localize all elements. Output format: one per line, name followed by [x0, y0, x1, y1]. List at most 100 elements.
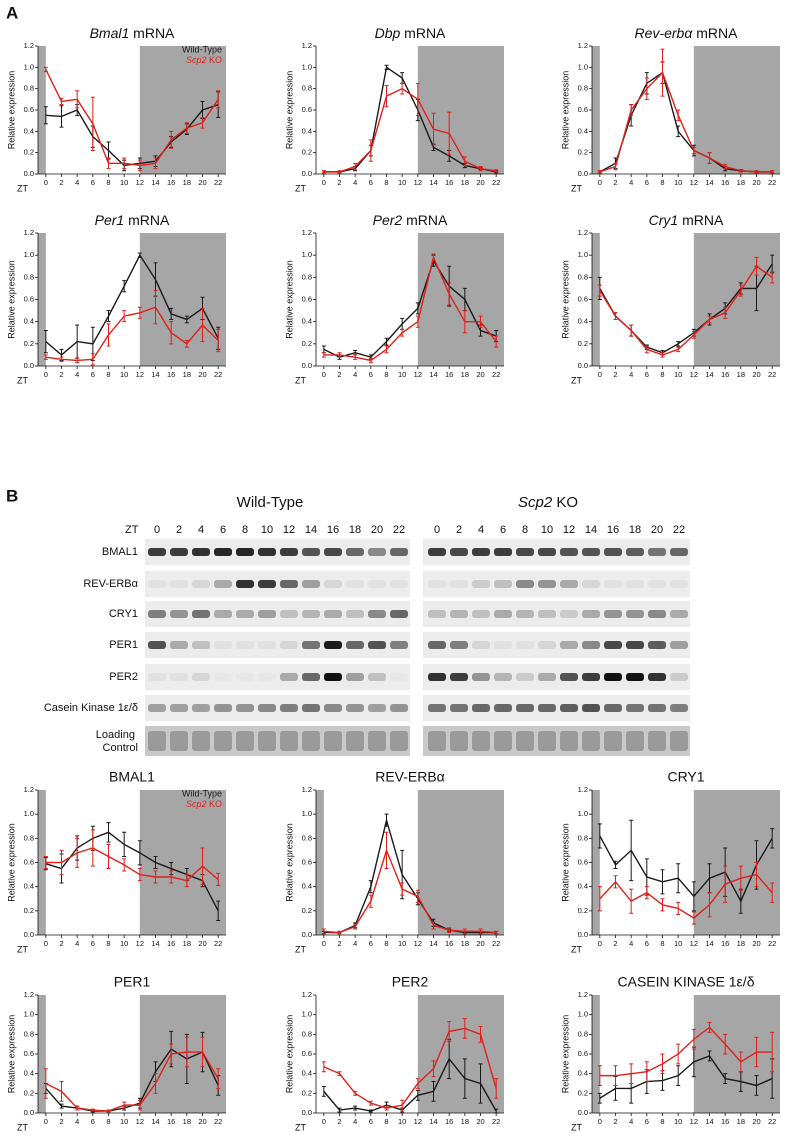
x-tick-label: 14 [429, 370, 437, 379]
blot-band [648, 548, 666, 556]
blot-band [428, 641, 446, 649]
error-bar [59, 105, 64, 128]
blot-band [214, 673, 232, 681]
blot-strip [145, 695, 410, 721]
error-bar [738, 284, 743, 297]
y-tick-label: 1.0 [24, 809, 34, 818]
error-bar [462, 1058, 467, 1099]
y-tick-label: 0.0 [302, 169, 312, 178]
error-bar [431, 112, 436, 146]
blot-band [302, 580, 320, 588]
error-bar [59, 1103, 64, 1109]
x-tick-label: 2 [337, 370, 341, 379]
error-bar [660, 898, 665, 912]
y-axis-label: Relative expression [560, 823, 570, 902]
x-tick-label: 8 [106, 1117, 110, 1126]
x-tick-label: 20 [198, 939, 206, 948]
y-tick-label: 0.0 [302, 361, 312, 370]
error-bar [353, 923, 358, 930]
x-tick-label: 8 [660, 939, 664, 948]
x-tick-label: 8 [660, 370, 664, 379]
error-bar [384, 813, 389, 827]
blot-band [148, 731, 166, 751]
y-tick-label: 1.0 [24, 250, 34, 259]
error-bar [431, 253, 436, 262]
blot-lane-label: 22 [673, 524, 685, 536]
blot-band [170, 673, 188, 681]
blot-band [170, 641, 188, 649]
error-bar [676, 109, 681, 122]
y-tick-label: 1.0 [302, 1010, 312, 1019]
error-bar [494, 169, 499, 173]
x-tick-label: 12 [136, 939, 144, 948]
x-tick-label: 20 [476, 370, 484, 379]
x-tick-label: 16 [721, 939, 729, 948]
blot-band [302, 610, 320, 618]
x-tick-label: 18 [183, 370, 191, 379]
error-bar [754, 1075, 759, 1096]
blot-band [368, 641, 386, 649]
blot-strip [145, 539, 410, 565]
blot-band [236, 731, 254, 751]
error-bar [106, 843, 111, 870]
x-tick-label: 10 [120, 178, 128, 187]
y-tick-label: 0.0 [24, 930, 34, 939]
x-tick-label: 0 [44, 939, 48, 948]
blot-band [648, 673, 666, 681]
y-tick-label: 0.6 [24, 294, 34, 303]
x-tick-label: 16 [721, 178, 729, 187]
x-tick-label: 20 [752, 1117, 760, 1126]
error-bar [691, 331, 696, 339]
blot-band [192, 548, 210, 556]
blot-band [170, 731, 188, 751]
series-line [599, 265, 773, 356]
blot-band [390, 548, 408, 556]
y-tick-label: 0.8 [24, 833, 34, 842]
error-bar [75, 837, 80, 868]
blot-lane-label: 16 [607, 524, 619, 536]
error-bar [629, 1063, 634, 1084]
x-tick-label: 0 [322, 1117, 326, 1126]
x-tick-label: 16 [167, 939, 175, 948]
x-tick-label: 20 [476, 178, 484, 187]
series-line [323, 255, 497, 362]
y-tick-label: 1.2 [24, 41, 34, 50]
blot-band [450, 580, 468, 588]
y-tick-label: 0.6 [578, 857, 588, 866]
blot-lane-label: 14 [585, 524, 597, 536]
y-tick-label: 0.0 [578, 1108, 588, 1117]
error-bar [723, 163, 728, 170]
blot-band [472, 548, 490, 556]
dark-phase [693, 46, 780, 174]
blot-band [280, 704, 298, 712]
error-bar [613, 312, 618, 320]
error-bar [644, 77, 649, 100]
y-tick-label: 0.2 [578, 148, 588, 157]
error-bar [478, 1063, 483, 1104]
error-bar [400, 1099, 405, 1111]
series-line [323, 1057, 497, 1112]
dark-phase [417, 790, 504, 935]
error-bar [597, 886, 602, 912]
y-tick-label: 0.2 [578, 1088, 588, 1097]
error-bar [462, 1018, 467, 1039]
error-bar [770, 882, 775, 903]
x-tick-label: 4 [629, 370, 633, 379]
blot-band [258, 704, 276, 712]
y-tick-label: 1.0 [24, 1010, 34, 1019]
error-bar [431, 921, 436, 930]
blot-strip [423, 571, 690, 597]
blot-band [346, 704, 364, 712]
x-tick-label: 0 [44, 178, 48, 187]
blot-band [516, 580, 534, 588]
x-tick-label: 18 [737, 939, 745, 948]
blot-band [494, 704, 512, 712]
blot-lane-label: 8 [242, 524, 248, 536]
error-bar [216, 328, 221, 353]
blot-lane-label: 6 [500, 524, 506, 536]
error-bar [368, 894, 373, 908]
blot-band [560, 704, 578, 712]
blot-band [346, 731, 364, 751]
blot-band [494, 673, 512, 681]
blot-band [214, 731, 232, 751]
